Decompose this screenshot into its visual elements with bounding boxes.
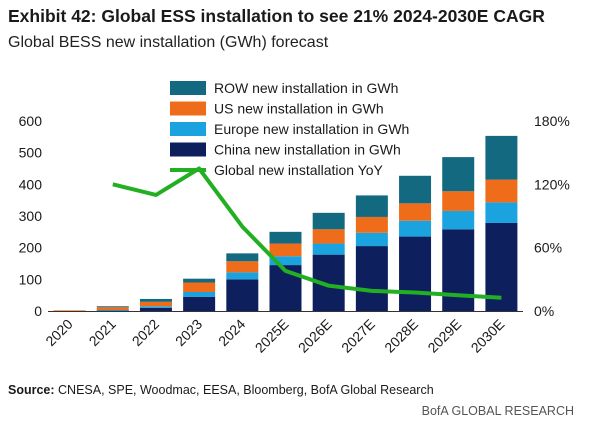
x-tick-label: 2024	[215, 316, 248, 349]
stacked-bar-line-chart: 0 100 200 300 400 500 600 0% 60% 120% 180% 2020 2021…	[19, 80, 570, 356]
bar-segment	[226, 279, 259, 311]
x-tick-label: 2025E	[252, 316, 292, 356]
legend-swatch	[170, 101, 206, 116]
y-left-tick-label: 500	[19, 145, 43, 161]
bar-segment	[399, 175, 432, 204]
legend-label: ROW new installation in GWh	[214, 80, 398, 96]
legend-label: Global new installation YoY	[214, 162, 384, 178]
bar-segment	[442, 157, 475, 192]
legend-swatch	[170, 122, 206, 136]
bar-segment	[355, 216, 388, 233]
bar-segment	[183, 296, 216, 311]
y-left-tick-label: 0	[34, 303, 42, 319]
legend-swatch	[170, 142, 206, 157]
bar-segment	[183, 282, 216, 292]
bar-segment	[139, 307, 172, 311]
bar-segment	[226, 261, 259, 273]
y-left-tick-label: 400	[19, 176, 43, 192]
bar-segment	[485, 179, 518, 203]
bar-segment	[139, 301, 172, 307]
y-right-tick-label: 120%	[534, 176, 570, 192]
bar-segment	[355, 195, 388, 217]
bar-segment	[269, 256, 302, 266]
bar-segment	[355, 246, 388, 311]
bar-segment	[226, 253, 259, 262]
x-tick-label: 2027E	[338, 316, 378, 356]
bar-segment	[312, 212, 345, 230]
bar-segment	[226, 272, 259, 280]
bar-segment	[269, 231, 302, 244]
x-tick-label: 2022	[129, 316, 162, 349]
bar-segment	[312, 229, 345, 244]
bar-segment	[183, 292, 216, 297]
chart-subtitle: Global BESS new installation (GWh) forec…	[8, 34, 329, 51]
y-left-tick-label: 300	[19, 208, 43, 224]
bar-segment	[485, 135, 518, 180]
bar-segment	[442, 191, 475, 211]
x-tick-label: 2030E	[468, 316, 508, 356]
bar-segment	[355, 232, 388, 247]
source-note: Source: CNESA, SPE, Woodmac, EESA, Bloom…	[8, 383, 434, 397]
legend-swatch	[170, 81, 206, 95]
y-right-tick-label: 60%	[534, 240, 562, 256]
chart-title: Exhibit 42: Global ESS installation to s…	[8, 6, 545, 26]
x-tick-label: 2021	[86, 316, 119, 349]
x-tick-label: 2026E	[295, 316, 335, 356]
bar-segment	[399, 203, 432, 221]
source-label: Source:	[8, 383, 55, 397]
bar-segment	[312, 243, 345, 255]
y-left-tick-label: 100	[19, 271, 43, 287]
legend-label: Europe new installation in GWh	[214, 121, 409, 137]
y-left-tick-label: 200	[19, 240, 43, 256]
x-tick-label: 2029E	[424, 316, 464, 356]
x-tick-label: 2023	[172, 316, 205, 349]
source-text: CNESA, SPE, Woodmac, EESA, Bloomberg, Bo…	[54, 383, 434, 397]
bar-segment	[442, 229, 475, 311]
y-left-tick-label: 600	[19, 113, 43, 129]
bar-segment	[96, 310, 129, 311]
x-tick-label: 2028E	[381, 316, 421, 356]
y-right-tick-label: 0%	[534, 303, 554, 319]
yoy-line	[112, 166, 502, 300]
y-right-tick-label: 180%	[534, 113, 570, 129]
bar-segment	[53, 310, 86, 312]
brand-label: BofA GLOBAL RESEARCH	[421, 404, 574, 418]
bar-segment	[442, 210, 475, 230]
bar-segment	[139, 298, 172, 302]
x-tick-label: 2020	[42, 316, 75, 349]
bar-segment	[485, 202, 518, 223]
bar-segment	[269, 243, 302, 257]
bar-segment	[399, 236, 432, 311]
legend-label: China new installation in GWh	[214, 142, 401, 158]
bar-segment	[96, 306, 129, 308]
legend-label: US new installation in GWh	[214, 101, 384, 117]
bar-segment	[96, 307, 129, 311]
bar-segment	[399, 220, 432, 237]
bar-segment	[139, 306, 172, 308]
bar-segment	[183, 278, 216, 283]
